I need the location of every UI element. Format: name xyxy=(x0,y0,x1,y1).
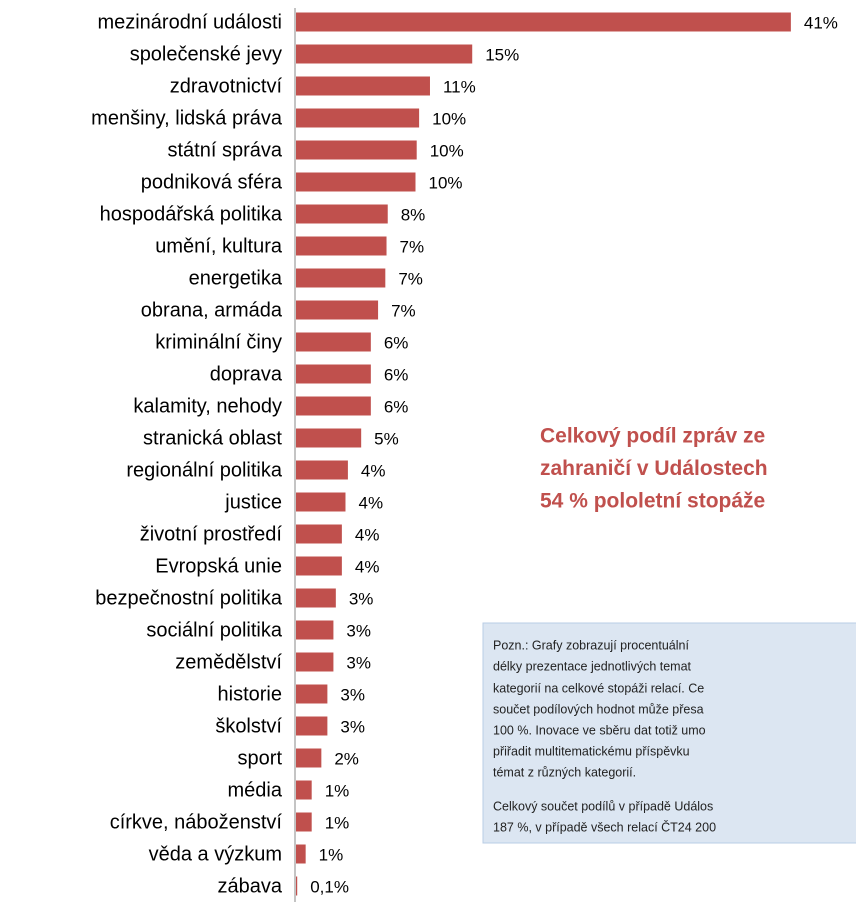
category-label: školství xyxy=(215,715,282,737)
data-label: 7% xyxy=(400,237,425,256)
category-label: věda a výzkum xyxy=(149,843,282,865)
data-label: 4% xyxy=(355,557,380,576)
data-label: 7% xyxy=(391,301,416,320)
note-box xyxy=(482,622,856,844)
data-label: 8% xyxy=(401,205,426,224)
bar xyxy=(296,204,388,224)
note-line: součet podílových hodnot může přesa xyxy=(493,702,704,716)
bar xyxy=(296,268,386,288)
bar xyxy=(296,780,312,800)
data-label: 4% xyxy=(355,525,380,544)
bar xyxy=(296,172,416,192)
data-label: 5% xyxy=(374,429,399,448)
note-line: 100 %. Inovace ve sběru dat totiž umo xyxy=(493,723,706,737)
note-line: Celkový součet podílů v případě Událos xyxy=(493,799,713,813)
bar xyxy=(296,396,371,416)
category-label: kriminální činy xyxy=(155,331,282,353)
data-label: 2% xyxy=(334,749,359,768)
bar xyxy=(296,332,371,352)
category-label: stranická oblast xyxy=(143,427,282,449)
data-label: 11% xyxy=(443,77,476,96)
data-label: 3% xyxy=(340,717,365,736)
bar xyxy=(296,652,334,672)
bar xyxy=(296,300,379,320)
data-label: 3% xyxy=(340,685,365,704)
note-line: přiřadit multitematickému příspěvku xyxy=(493,744,690,758)
category-label: kalamity, nehody xyxy=(133,395,282,417)
category-label: umění, kultura xyxy=(155,235,283,257)
category-label: církve, náboženství xyxy=(110,811,283,833)
data-label: 10% xyxy=(430,141,464,160)
bar xyxy=(296,588,336,608)
category-label: státní správa xyxy=(167,139,282,161)
bar xyxy=(296,684,328,704)
note-line: kategorií na celkové stopáži relací. Ce xyxy=(493,681,704,695)
bar xyxy=(296,748,322,768)
bar xyxy=(296,876,298,896)
data-label: 6% xyxy=(384,397,409,416)
category-label: obrana, armáda xyxy=(141,299,283,321)
bar xyxy=(296,140,417,160)
data-label: 1% xyxy=(325,781,350,800)
bar xyxy=(296,620,334,640)
bar xyxy=(296,844,306,864)
bar xyxy=(296,460,348,480)
category-label: podniková sféra xyxy=(141,171,283,193)
note-line: 187 %, v případě všech relací ČT24 200 xyxy=(493,819,716,834)
data-label: 41% xyxy=(804,13,838,32)
bar xyxy=(296,492,346,512)
bar xyxy=(296,812,312,832)
bar xyxy=(296,76,430,96)
category-label: justice xyxy=(224,491,282,513)
category-label: bezpečnostní politika xyxy=(95,587,283,609)
data-label: 0,1% xyxy=(310,877,349,896)
bar xyxy=(296,236,387,256)
category-label: energetika xyxy=(189,267,283,289)
category-label: hospodářská politika xyxy=(100,203,283,225)
category-label: zábava xyxy=(218,875,283,897)
note-line: Pozn.: Grafy zobrazují procentuální xyxy=(493,638,689,652)
data-label: 1% xyxy=(325,813,350,832)
data-label: 6% xyxy=(384,333,409,352)
data-label: 3% xyxy=(349,589,374,608)
category-label: Evropská unie xyxy=(155,555,282,577)
headline: Celkový podíl zpráv ze xyxy=(540,425,765,448)
category-label: historie xyxy=(218,683,282,705)
data-label: 10% xyxy=(428,173,462,192)
category-label: menšiny, lidská práva xyxy=(91,107,283,129)
note-line: témat z různých kategorií. xyxy=(493,765,636,779)
category-label: sociální politika xyxy=(146,619,283,641)
headline: 54 % pololetní stopáže xyxy=(540,490,765,513)
data-label: 3% xyxy=(346,653,371,672)
data-label: 4% xyxy=(358,493,383,512)
bar xyxy=(296,524,342,544)
category-label: zemědělství xyxy=(175,651,282,673)
category-label: sport xyxy=(238,747,283,769)
data-label: 10% xyxy=(432,109,466,128)
bar xyxy=(296,12,791,32)
bar xyxy=(296,556,342,576)
data-label: 1% xyxy=(319,845,344,864)
bar xyxy=(296,364,371,384)
data-label: 7% xyxy=(398,269,423,288)
headline: zahraničí v Událostech xyxy=(540,457,768,480)
data-label: 3% xyxy=(346,621,371,640)
category-label: média xyxy=(228,779,283,801)
bar xyxy=(296,108,420,128)
data-label: 15% xyxy=(485,45,519,64)
category-label: regionální politika xyxy=(126,459,283,481)
category-label: doprava xyxy=(210,363,283,385)
data-label: 6% xyxy=(384,365,409,384)
bar xyxy=(296,428,362,448)
note-line: délky prezentace jednotlivých temat xyxy=(493,659,692,673)
category-label: životní prostředí xyxy=(140,523,283,545)
data-label: 4% xyxy=(361,461,386,480)
category-label: mezinárodní události xyxy=(97,11,282,33)
category-label: zdravotnictví xyxy=(170,75,283,97)
category-label: společenské jevy xyxy=(130,43,282,65)
bar xyxy=(296,44,473,64)
bar xyxy=(296,716,328,736)
